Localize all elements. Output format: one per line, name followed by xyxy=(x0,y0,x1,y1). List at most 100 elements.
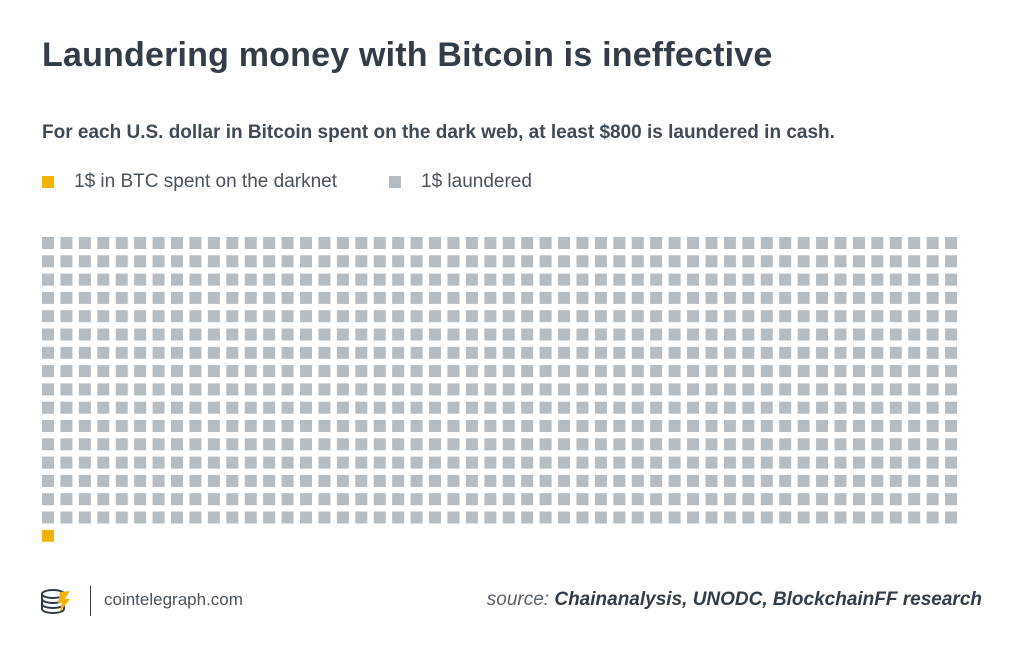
laundered-dollar-square xyxy=(687,273,700,286)
laundered-dollar-square xyxy=(705,474,718,487)
laundered-dollar-square xyxy=(779,511,792,524)
laundered-dollar-square xyxy=(392,328,405,341)
laundered-dollar-square xyxy=(816,456,829,469)
laundered-dollar-square xyxy=(539,474,552,487)
laundered-dollar-square xyxy=(355,420,368,432)
laundered-dollar-square xyxy=(945,310,958,323)
laundered-dollar-square xyxy=(576,420,589,432)
laundered-dollar-square xyxy=(60,383,73,396)
laundered-dollar-square xyxy=(300,273,313,286)
laundered-dollar-square xyxy=(263,456,276,469)
laundered-dollar-square xyxy=(244,273,257,286)
legend: 1$ in BTC spent on the darknet 1$ launde… xyxy=(42,170,532,194)
laundered-dollar-square xyxy=(318,310,331,323)
laundered-dollar-square xyxy=(281,383,294,396)
laundered-dollar-square xyxy=(152,438,165,451)
laundered-dollar-square xyxy=(705,310,718,323)
laundered-dollar-square xyxy=(558,310,571,323)
laundered-dollar-square xyxy=(908,456,921,469)
laundered-dollar-square xyxy=(576,346,589,359)
laundered-dollar-square xyxy=(631,420,644,432)
laundered-dollar-square xyxy=(613,456,626,469)
laundered-dollar-square xyxy=(852,273,865,286)
laundered-dollar-square xyxy=(760,365,773,378)
laundered-dollar-square xyxy=(723,273,736,286)
laundered-dollar-square xyxy=(318,420,331,432)
laundered-dollar-square xyxy=(429,346,442,359)
laundered-dollar-square xyxy=(723,474,736,487)
laundered-dollar-square xyxy=(226,328,239,341)
laundered-dollar-square xyxy=(816,346,829,359)
laundered-dollar-square xyxy=(189,511,202,524)
laundered-dollar-square xyxy=(226,365,239,378)
laundered-dollar-square xyxy=(447,474,460,487)
laundered-dollar-square xyxy=(429,438,442,451)
laundered-dollar-square xyxy=(152,237,165,249)
laundered-dollar-square xyxy=(797,438,810,451)
laundered-dollar-square xyxy=(447,420,460,432)
laundered-dollar-square xyxy=(889,346,902,359)
laundered-dollar-square xyxy=(760,493,773,506)
laundered-dollar-square xyxy=(797,365,810,378)
laundered-dollar-square xyxy=(447,255,460,268)
laundered-dollar-square xyxy=(742,291,755,304)
laundered-dollar-square xyxy=(373,456,386,469)
laundered-dollar-square xyxy=(889,237,902,249)
laundered-dollar-square xyxy=(650,493,663,506)
laundered-dollar-square xyxy=(521,291,534,304)
laundered-dollar-square xyxy=(171,456,184,469)
laundered-dollar-square xyxy=(908,365,921,378)
laundered-dollar-square xyxy=(373,346,386,359)
laundered-dollar-square xyxy=(576,474,589,487)
laundered-dollar-square xyxy=(502,273,515,286)
laundered-dollar-square xyxy=(502,310,515,323)
laundered-dollar-square xyxy=(594,346,607,359)
laundered-dollar-square xyxy=(871,438,884,451)
laundered-dollar-square xyxy=(871,456,884,469)
laundered-dollar-square xyxy=(521,438,534,451)
laundered-dollar-square xyxy=(300,310,313,323)
laundered-dollar-square xyxy=(852,255,865,268)
laundered-dollar-square xyxy=(115,273,128,286)
laundered-dollar-square xyxy=(42,420,54,432)
laundered-dollar-square xyxy=(631,474,644,487)
laundered-dollar-square xyxy=(207,237,220,249)
laundered-dollar-square xyxy=(355,456,368,469)
laundered-dollar-square xyxy=(742,511,755,524)
laundered-dollar-square xyxy=(502,493,515,506)
laundered-dollar-square xyxy=(171,255,184,268)
laundered-dollar-square xyxy=(760,456,773,469)
laundered-dollar-square xyxy=(465,365,478,378)
laundered-dollar-square xyxy=(281,456,294,469)
laundered-dollar-square xyxy=(300,438,313,451)
laundered-dollar-square xyxy=(134,291,147,304)
laundered-dollar-square xyxy=(834,493,847,506)
laundered-dollar-square xyxy=(300,511,313,524)
laundered-dollar-square xyxy=(687,511,700,524)
laundered-dollar-square xyxy=(263,493,276,506)
laundered-dollar-square xyxy=(226,383,239,396)
laundered-dollar-square xyxy=(318,255,331,268)
laundered-dollar-square xyxy=(171,438,184,451)
laundered-dollar-square xyxy=(392,365,405,378)
legend-item-btc: 1$ in BTC spent on the darknet xyxy=(42,171,337,193)
laundered-dollar-square xyxy=(429,474,442,487)
laundered-dollar-square xyxy=(668,493,681,506)
laundered-dollar-square xyxy=(889,511,902,524)
laundered-dollar-square xyxy=(576,291,589,304)
legend-swatch-laundered xyxy=(389,176,401,188)
laundered-dollar-square xyxy=(889,420,902,432)
laundered-dollar-square xyxy=(392,291,405,304)
laundered-dollar-square xyxy=(521,401,534,414)
laundered-dollar-square xyxy=(410,456,423,469)
laundered-dollar-square xyxy=(78,511,91,524)
laundered-dollar-square xyxy=(60,273,73,286)
waffle-chart xyxy=(42,237,958,542)
laundered-dollar-square xyxy=(336,474,349,487)
laundered-dollar-square xyxy=(797,493,810,506)
laundered-dollar-square xyxy=(244,511,257,524)
laundered-dollar-square xyxy=(760,328,773,341)
laundered-dollar-square xyxy=(723,383,736,396)
laundered-dollar-square xyxy=(392,438,405,451)
laundered-dollar-square xyxy=(392,310,405,323)
